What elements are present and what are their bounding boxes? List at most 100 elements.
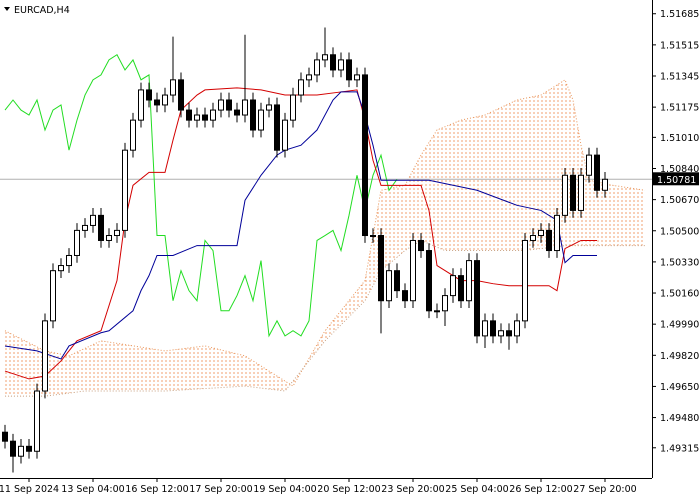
candle-body <box>178 79 184 111</box>
candle-body <box>282 119 288 151</box>
candle-body <box>106 235 112 241</box>
candle-body <box>82 224 88 231</box>
candle-body <box>322 54 328 61</box>
candle-body <box>138 89 144 121</box>
y-tick-label: 1.51515 <box>660 40 699 51</box>
candle-body <box>74 229 80 256</box>
candle-body <box>298 79 304 96</box>
candle-body <box>98 214 104 241</box>
y-tick-label: 1.51010 <box>660 133 699 144</box>
x-tick-label: 11 Sep 2024 <box>0 484 59 495</box>
candle-body <box>474 260 480 337</box>
chart-title: EURCAD,H4 <box>14 5 70 16</box>
candle-body <box>594 154 600 191</box>
candle-body <box>226 99 232 111</box>
y-tick-label: 1.49990 <box>660 320 699 331</box>
candle-body <box>154 99 160 106</box>
candle-body <box>314 59 320 76</box>
title-icon <box>4 7 10 11</box>
x-tick-label: 13 Sep 04:00 <box>61 484 124 495</box>
y-tick-label: 1.50160 <box>660 289 699 300</box>
y-tick-label: 1.50500 <box>660 226 699 237</box>
candle-body <box>562 174 568 216</box>
candle-body <box>130 119 136 151</box>
candle-body <box>346 59 352 81</box>
candle-body <box>450 275 456 297</box>
candle-body <box>362 74 368 237</box>
candle-body <box>602 178 608 191</box>
candle-body <box>498 330 504 337</box>
candle-body <box>330 54 336 71</box>
candle-body <box>170 79 176 96</box>
candle-body <box>274 104 280 151</box>
x-tick-label: 23 Sep 20:00 <box>381 484 444 495</box>
x-tick-label: 17 Sep 20:00 <box>189 484 252 495</box>
candle-body <box>234 109 240 116</box>
candle-body <box>250 99 256 131</box>
candle-body <box>26 445 32 452</box>
candle-body <box>378 235 384 302</box>
candle-body <box>202 114 208 121</box>
candle-body <box>354 74 360 81</box>
candle-body <box>370 235 376 238</box>
candle-body <box>114 229 120 237</box>
candle-body <box>442 295 448 312</box>
candle-body <box>578 174 584 211</box>
y-tick-label: 1.51175 <box>660 103 699 114</box>
candle-body <box>50 270 56 322</box>
x-tick-label: 25 Sep 04:00 <box>445 484 508 495</box>
candle-body <box>338 59 344 71</box>
candle-body <box>66 254 72 267</box>
candle-body <box>218 99 224 111</box>
candle-body <box>410 239 416 302</box>
y-tick-label: 1.50670 <box>660 195 699 206</box>
x-tick-label: 26 Sep 12:00 <box>509 484 572 495</box>
y-tick-label: 1.49650 <box>660 382 699 393</box>
candle-body <box>194 114 200 121</box>
y-tick-label: 1.50330 <box>660 257 699 268</box>
y-tick-label: 1.51685 <box>660 9 699 20</box>
candle-body <box>434 310 440 313</box>
y-tick-label: 1.49480 <box>660 413 699 424</box>
candle-body <box>2 431 8 442</box>
candle-body <box>242 99 248 116</box>
candle-body <box>482 320 488 337</box>
candle-body <box>586 154 592 176</box>
candle-body <box>570 174 576 211</box>
candle-body <box>466 260 472 302</box>
candle-body <box>34 390 40 452</box>
candle-body <box>18 445 24 457</box>
y-tick-label: 1.49820 <box>660 351 699 362</box>
x-tick-label: 20 Sep 12:00 <box>317 484 380 495</box>
candle-body <box>10 440 16 457</box>
y-tick-label: 1.49315 <box>660 443 699 454</box>
candle-body <box>386 270 392 302</box>
x-tick-label: 16 Sep 12:00 <box>125 484 188 495</box>
candle-body <box>162 94 168 106</box>
cloud-fill <box>5 79 645 397</box>
candle-body <box>394 270 400 292</box>
x-tick-label: 27 Sep 20:00 <box>573 484 636 495</box>
candle-body <box>490 320 496 337</box>
candle-body <box>418 239 424 252</box>
candle-body <box>458 275 464 302</box>
candle-body <box>122 149 128 231</box>
candle-body <box>426 250 432 312</box>
price-tag <box>653 172 699 186</box>
candle-body <box>146 89 152 101</box>
candle-body <box>266 104 272 111</box>
y-tick-label: 1.50840 <box>660 164 699 175</box>
candle-body <box>58 265 64 272</box>
candle-body <box>306 74 312 81</box>
candle-body <box>514 320 520 337</box>
candle-body <box>42 320 48 392</box>
candle-body <box>186 109 192 121</box>
price-tag-label: 1.50781 <box>657 175 696 186</box>
candle-body <box>530 235 536 241</box>
chikou-line <box>4 54 398 338</box>
candle-body <box>554 214 560 252</box>
y-tick-label: 1.51345 <box>660 72 699 83</box>
candle-body <box>210 109 216 121</box>
